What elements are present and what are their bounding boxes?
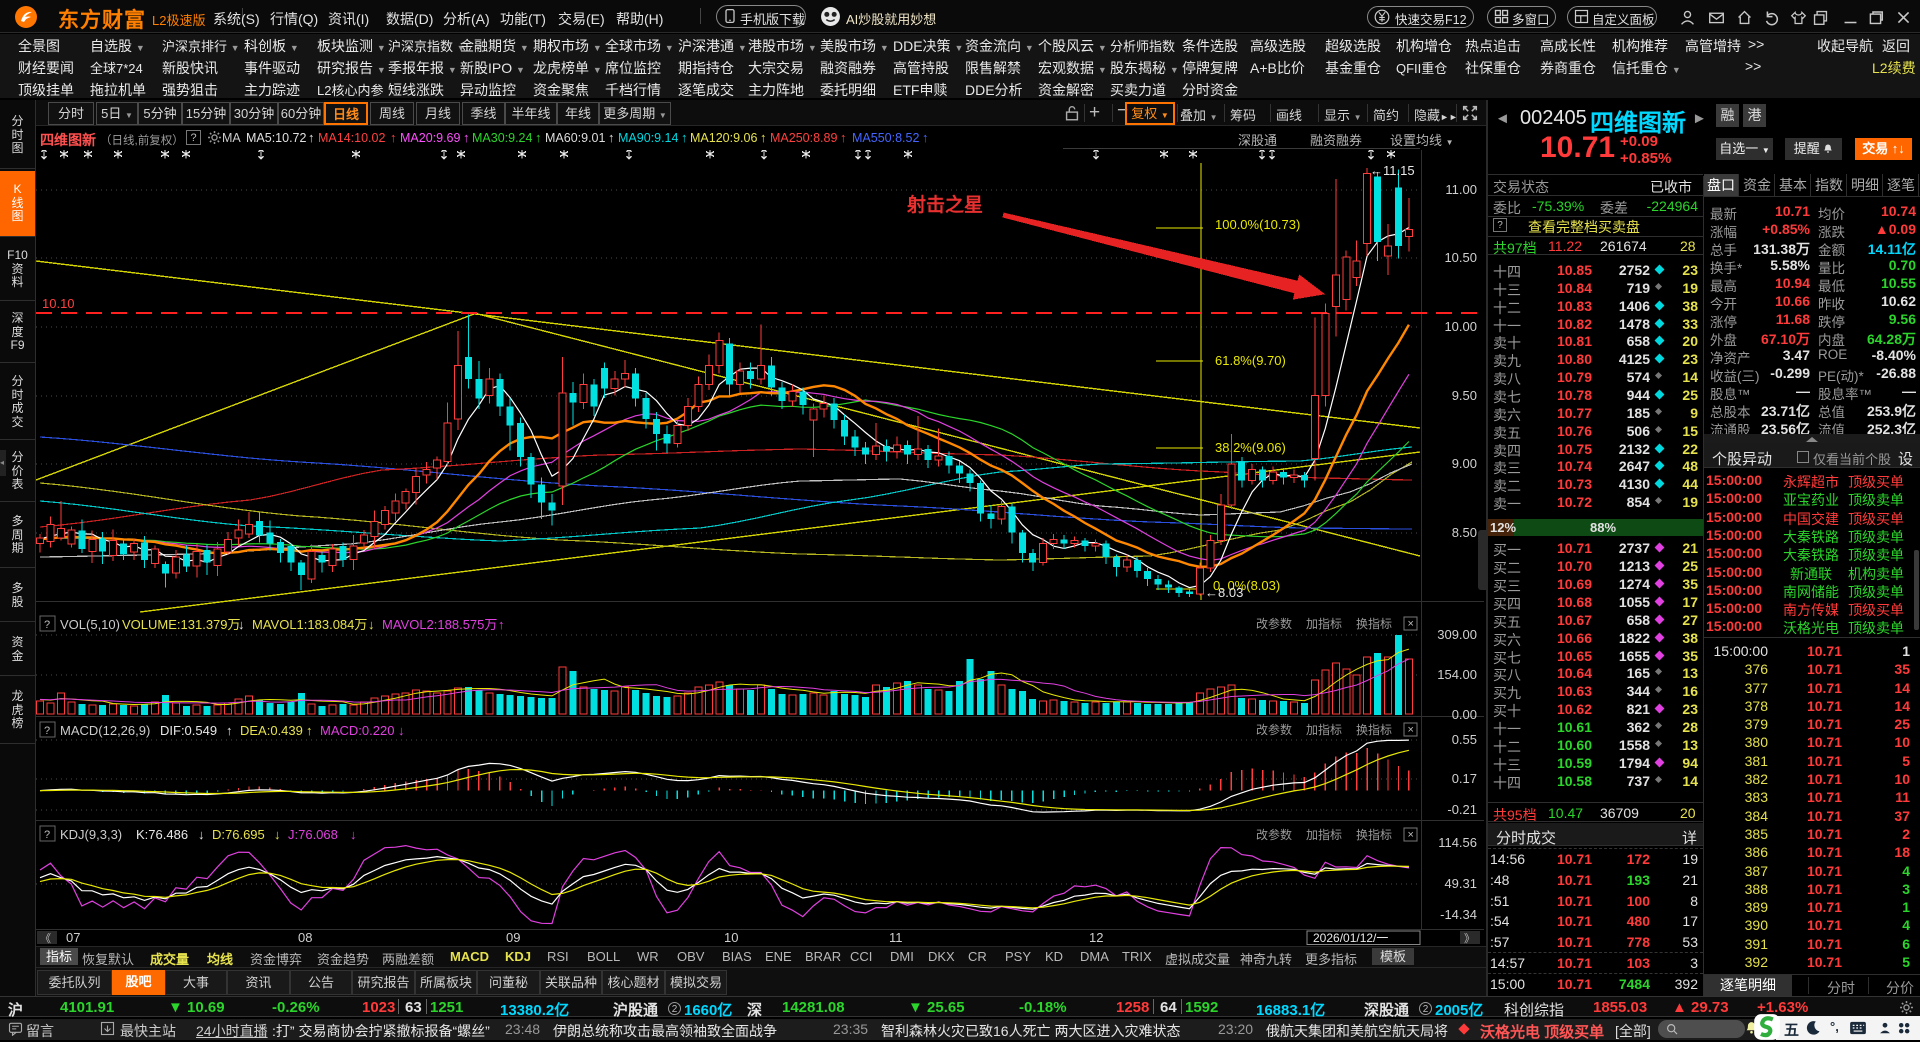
svg-text:改参数: 改参数: [1256, 616, 1292, 631]
svg-text:309.00: 309.00: [1437, 627, 1477, 642]
svg-text:?: ?: [44, 725, 50, 737]
svg-text:49.31: 49.31: [1444, 876, 1477, 891]
svg-text:DIF:0.549: DIF:0.549: [160, 723, 217, 738]
svg-text:←11.15: ←11.15: [1370, 163, 1415, 178]
svg-text:VOL(5,10): VOL(5,10): [60, 617, 120, 632]
svg-text:?: ?: [44, 829, 50, 841]
svg-text:↑: ↑: [498, 617, 505, 632]
svg-text:-14.34: -14.34: [1440, 907, 1477, 922]
svg-text:D:76.695: D:76.695: [212, 827, 265, 842]
svg-text:×: ×: [1408, 829, 1414, 841]
svg-text:61.8%(9.70): 61.8%(9.70): [1215, 353, 1286, 368]
svg-text:10: 10: [724, 930, 738, 945]
svg-text:10.00: 10.00: [1444, 319, 1477, 334]
svg-text:0.55: 0.55: [1452, 732, 1477, 747]
svg-text:MACD:0.220: MACD:0.220: [320, 723, 394, 738]
svg-text:加指标: 加指标: [1306, 616, 1342, 631]
svg-text:↓: ↓: [368, 617, 375, 632]
svg-text:0.17: 0.17: [1452, 771, 1477, 786]
svg-text:10.10: 10.10: [42, 296, 75, 311]
svg-text:07: 07: [66, 930, 80, 945]
svg-text:114.56: 114.56: [1438, 835, 1477, 850]
svg-text:↑: ↑: [306, 723, 313, 738]
svg-text:09: 09: [506, 930, 520, 945]
svg-text:↓: ↓: [238, 617, 245, 632]
svg-text:×: ×: [1408, 724, 1414, 736]
svg-text:VOLUME:131.379万: VOLUME:131.379万: [122, 617, 241, 632]
svg-text:2026/01/12/一: 2026/01/12/一: [1313, 931, 1388, 945]
svg-text:》: 》: [1464, 932, 1475, 945]
svg-text:38.2%(9.06): 38.2%(9.06): [1215, 440, 1286, 455]
svg-text:K:76.486: K:76.486: [136, 827, 188, 842]
svg-text:154.00: 154.00: [1437, 667, 1477, 682]
svg-text:加指标: 加指标: [1306, 722, 1342, 737]
svg-text:100.0%(10.73): 100.0%(10.73): [1215, 217, 1300, 232]
svg-text:MAVOL1:183.084万: MAVOL1:183.084万: [252, 617, 367, 632]
svg-text:9.50: 9.50: [1452, 388, 1477, 403]
svg-text:11.00: 11.00: [1445, 182, 1477, 197]
svg-text:DEA:0.439: DEA:0.439: [240, 723, 303, 738]
svg-text:换指标: 换指标: [1356, 616, 1392, 631]
svg-text:↑: ↑: [226, 723, 233, 738]
svg-text:《: 《: [40, 932, 51, 945]
svg-text:×: ×: [1408, 618, 1414, 630]
svg-text:改参数: 改参数: [1256, 827, 1292, 842]
svg-text:KDJ(9,3,3): KDJ(9,3,3): [60, 827, 122, 842]
svg-text:10.50: 10.50: [1444, 250, 1477, 265]
svg-text:8.50: 8.50: [1452, 525, 1477, 540]
svg-text:↓: ↓: [398, 723, 405, 738]
svg-text:射击之星: 射击之星: [906, 193, 983, 216]
svg-text:换指标: 换指标: [1356, 722, 1392, 737]
svg-text:-0.21: -0.21: [1447, 802, 1477, 817]
svg-text:08: 08: [298, 930, 312, 945]
svg-text:改参数: 改参数: [1256, 722, 1292, 737]
svg-text:←8.03: ←8.03: [1205, 585, 1243, 600]
svg-text:MACD(12,26,9): MACD(12,26,9): [60, 723, 150, 738]
svg-text:↓: ↓: [198, 827, 205, 842]
svg-text:?: ?: [44, 619, 50, 631]
svg-text:↓: ↓: [274, 827, 281, 842]
svg-text:J:76.068: J:76.068: [288, 827, 338, 842]
svg-text:↓: ↓: [350, 827, 357, 842]
svg-text:换指标: 换指标: [1356, 827, 1392, 842]
svg-text:9.00: 9.00: [1452, 456, 1477, 471]
svg-text:0. 0%(8.03): 0. 0%(8.03): [1213, 578, 1280, 593]
svg-text:加指标: 加指标: [1306, 827, 1342, 842]
svg-text:11: 11: [889, 930, 903, 945]
svg-text:12: 12: [1089, 930, 1103, 945]
svg-text:0.00: 0.00: [1452, 707, 1477, 722]
svg-text:MAVOL2:188.575万: MAVOL2:188.575万: [382, 617, 497, 632]
